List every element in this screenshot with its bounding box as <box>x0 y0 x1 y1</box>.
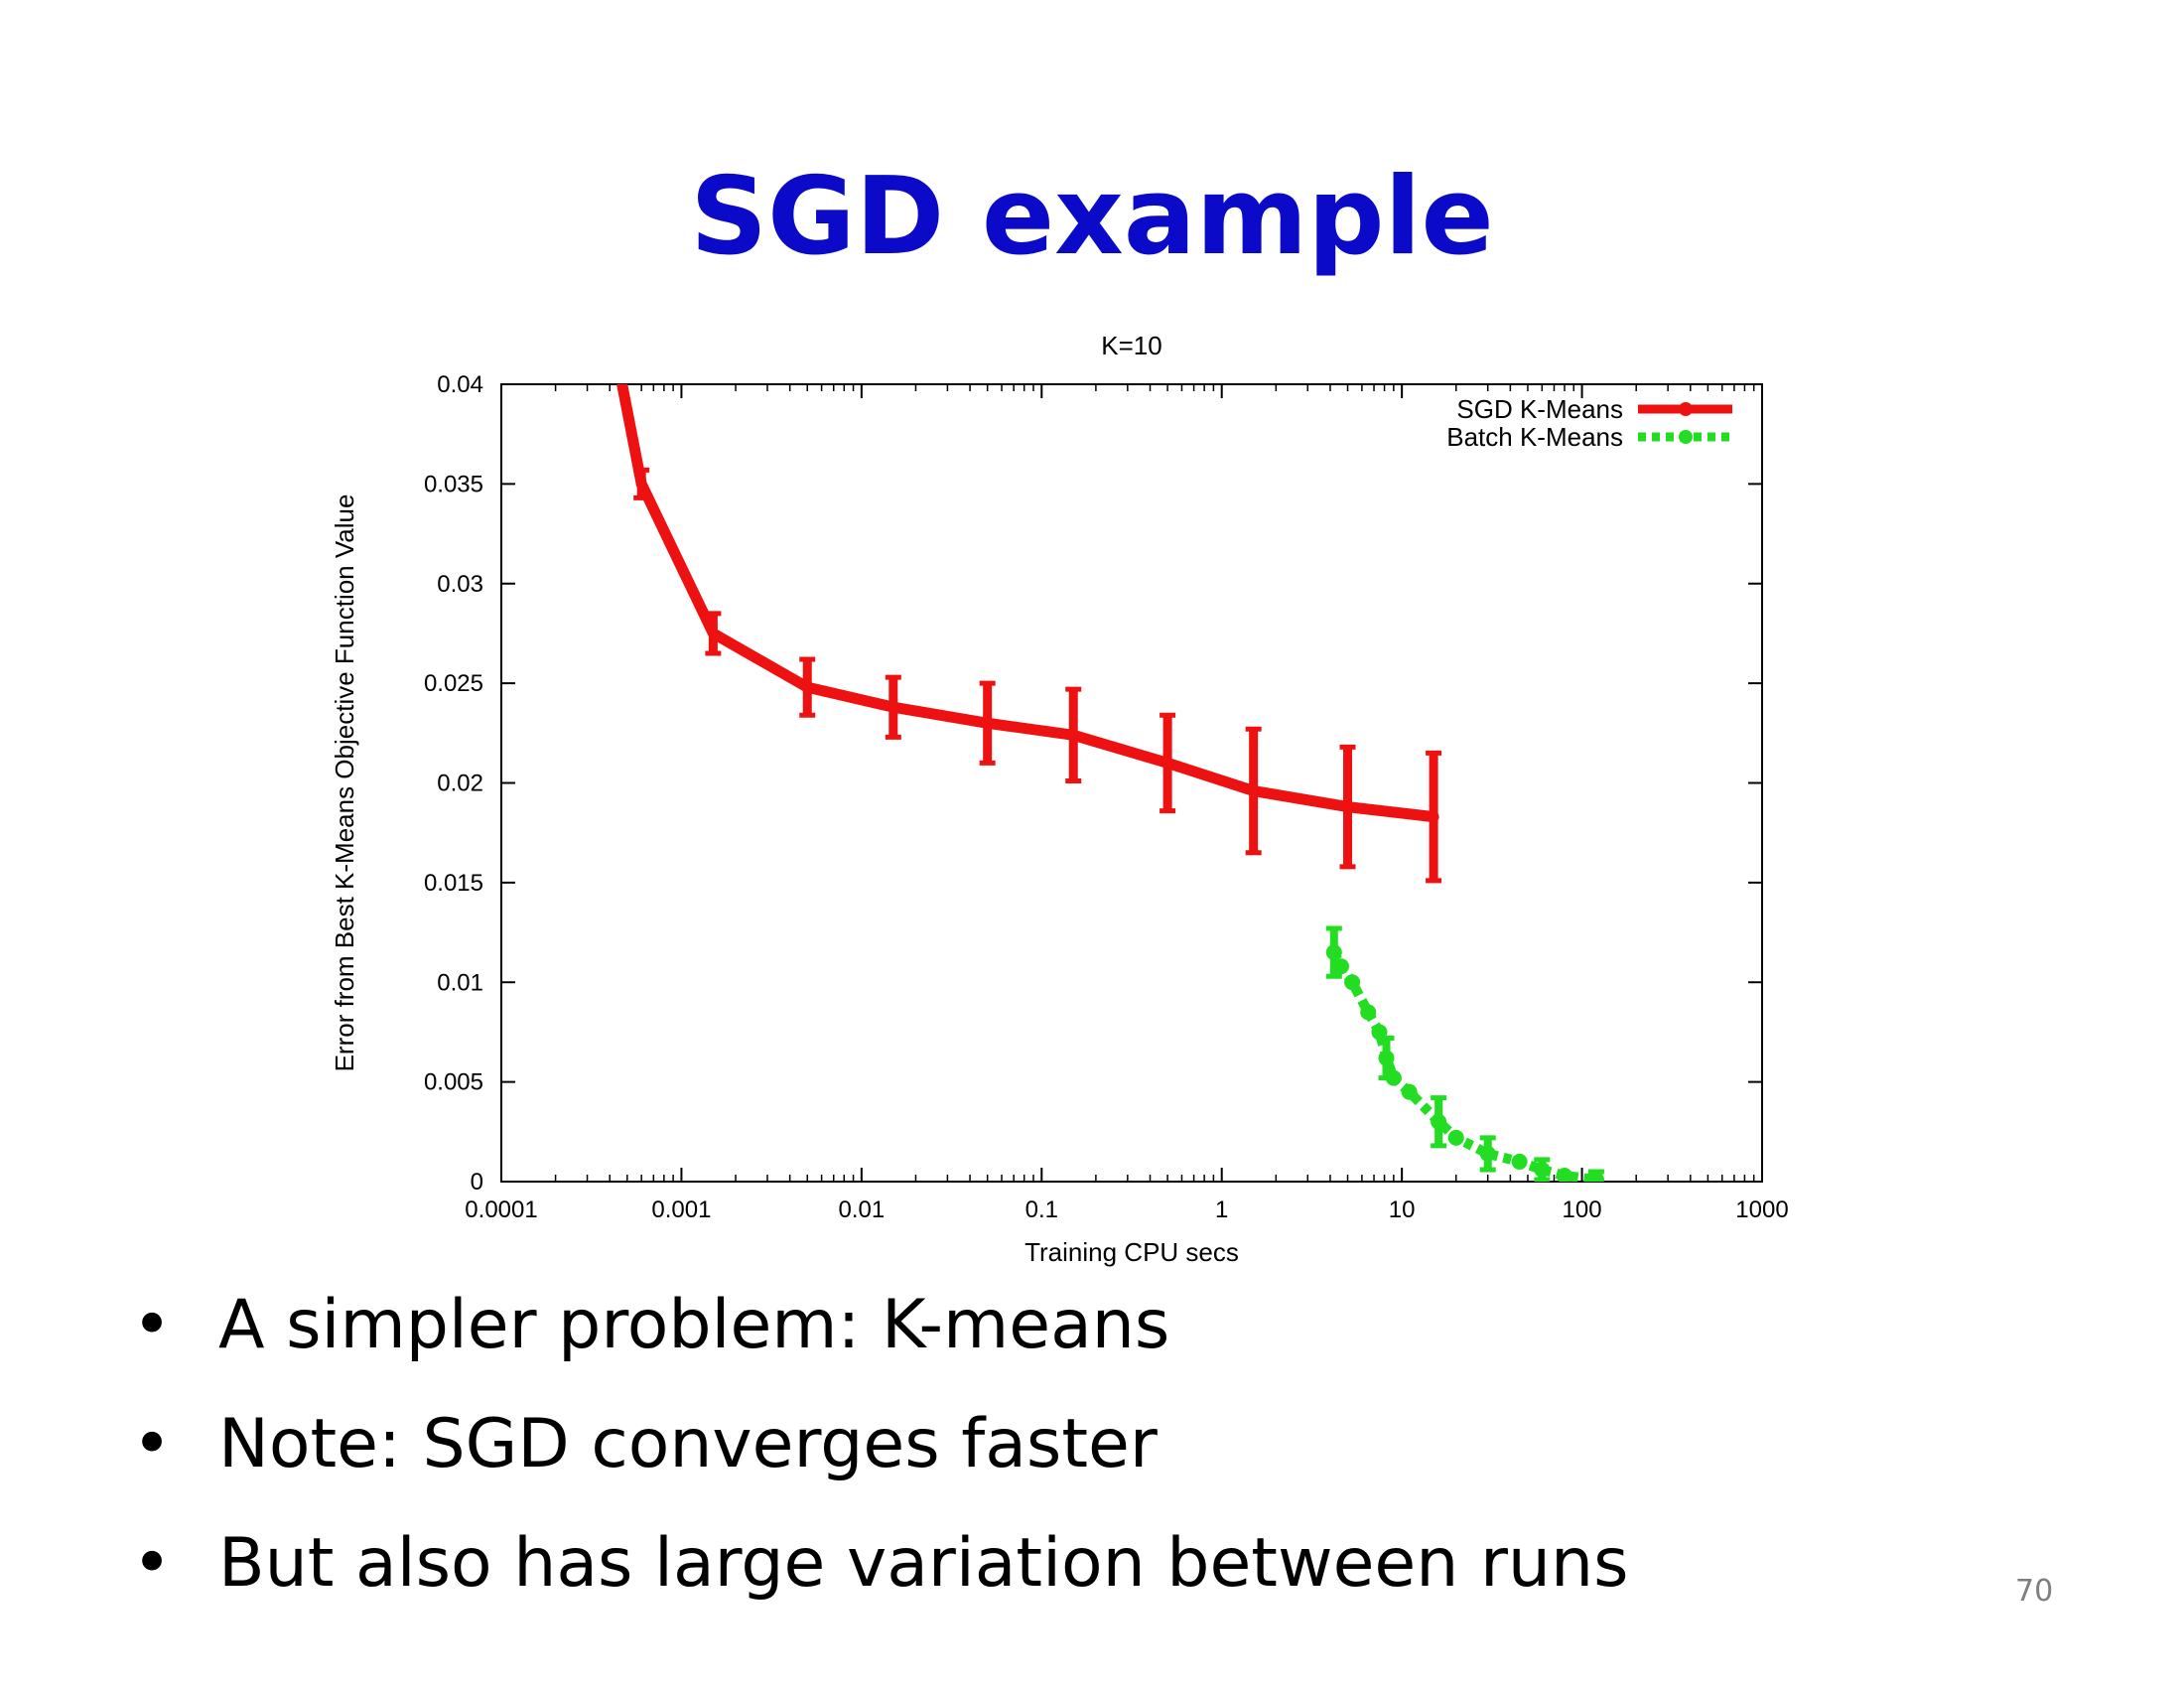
y-tick-label: 0.005 <box>424 1069 483 1096</box>
y-tick-label: 0.035 <box>424 471 483 497</box>
x-tick-label: 0.1 <box>1025 1196 1058 1223</box>
x-tick-label: 1000 <box>1735 1196 1788 1223</box>
bullet-text: A simpler problem: K-means <box>218 1286 1170 1364</box>
x-tick-label: 0.0001 <box>465 1196 537 1223</box>
bullet-dot: • <box>132 1405 173 1483</box>
legend-marker <box>1679 402 1693 416</box>
legend-label: Batch K-Means <box>1446 422 1623 452</box>
legend-marker <box>1679 430 1693 444</box>
data-point <box>1332 958 1349 975</box>
bullet-text: Note: SGD converges faster <box>218 1405 1158 1483</box>
data-point <box>1360 1004 1377 1021</box>
data-point <box>1385 1069 1402 1086</box>
x-tick-label: 10 <box>1389 1196 1416 1223</box>
data-point <box>1401 1083 1418 1100</box>
y-tick-label: 0.025 <box>424 670 483 697</box>
data-point <box>1511 1153 1528 1170</box>
page-number: 70 <box>2015 1574 2054 1609</box>
y-tick-label: 0 <box>471 1169 483 1196</box>
legend-label: SGD K-Means <box>1456 394 1623 424</box>
series-line-sgd-k-means <box>616 384 1439 823</box>
bullet-item: • But also has large variation between ru… <box>124 1524 1629 1643</box>
y-axis-title: Error from Best K-Means Objective Functi… <box>330 494 359 1072</box>
y-tick-label: 0.01 <box>437 969 483 996</box>
data-point <box>1344 974 1361 991</box>
slide-title: SGD example <box>690 155 1494 279</box>
y-tick-label: 0.04 <box>437 371 483 398</box>
data-point <box>1378 1050 1395 1066</box>
series-line-batch-k-means <box>1329 949 1597 1182</box>
axis-ticks: 0 0.005 0.01 0.015 0.02 0.025 0.03 0.035 0.04 0.0… <box>424 371 1789 1223</box>
data-point <box>1587 1171 1604 1182</box>
data-point <box>1447 1129 1464 1146</box>
x-tick-label: 0.01 <box>838 1196 885 1223</box>
x-axis-title: Training CPU secs <box>1024 1237 1239 1267</box>
data-point <box>1479 1145 1496 1162</box>
x-tick-label: 100 <box>1563 1196 1602 1223</box>
bullet-item: • A simpler problem: K-means <box>124 1286 1629 1405</box>
bullet-dot: • <box>132 1524 173 1603</box>
series-layer <box>616 384 1604 1182</box>
series-batch-k-means <box>1325 925 1604 1182</box>
chart: K=10 Training CPU secs Error from Best K… <box>330 331 1789 1267</box>
y-tick-label: 0.03 <box>437 571 483 598</box>
data-point <box>1534 1161 1551 1178</box>
x-tick-label: 0.001 <box>651 1196 711 1223</box>
x-tick-label: 1 <box>1215 1196 1228 1223</box>
data-point <box>1431 1113 1447 1130</box>
data-point <box>1556 1167 1572 1182</box>
y-tick-label: 0.015 <box>424 870 483 897</box>
bullet-list: • A simpler problem: K-means • Note: SGD c… <box>124 1286 1629 1643</box>
bullet-item: • Note: SGD converges faster <box>124 1405 1629 1524</box>
bullet-text: But also has large variation between run… <box>218 1524 1629 1603</box>
chart-title: K=10 <box>1101 331 1161 360</box>
bullet-dot: • <box>132 1286 173 1364</box>
y-tick-label: 0.02 <box>437 771 483 797</box>
data-point <box>1325 944 1342 961</box>
plot-frame <box>500 383 1763 1183</box>
series-sgd-k-means <box>616 384 1442 884</box>
